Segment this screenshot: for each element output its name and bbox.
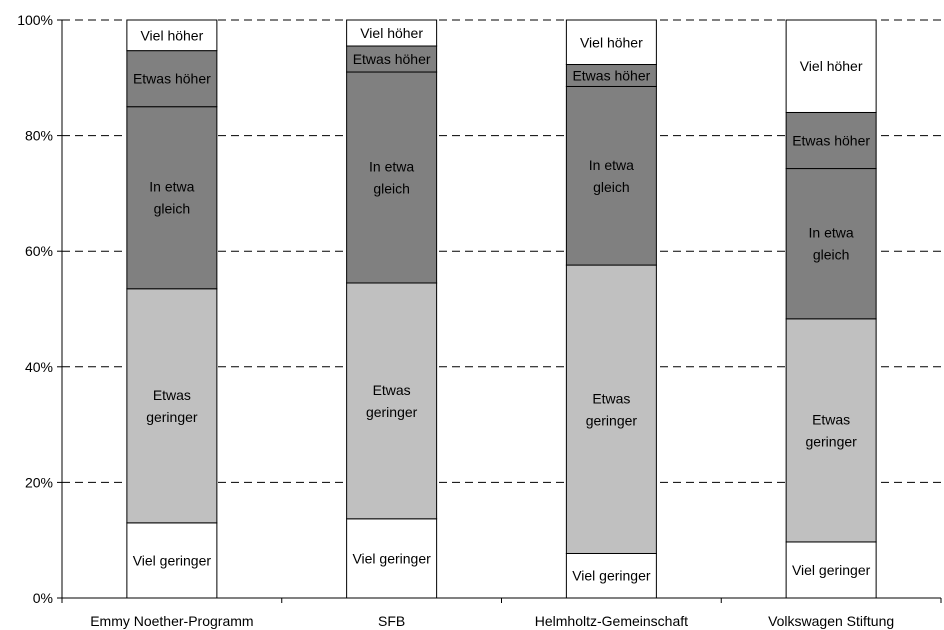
bar-segment [785, 111, 877, 170]
x-tick-label: Volkswagen Stiftung [768, 613, 894, 629]
segment-label: Viel geringer [792, 562, 871, 578]
bar-segment [346, 19, 438, 47]
x-tick-label: Emmy Noether-Programm [90, 613, 253, 629]
segment-label: Etwas geringer [805, 411, 857, 449]
segment-label: Etwas höher [572, 67, 650, 83]
y-tick-label: 100% [17, 12, 53, 28]
x-tick-label: SFB [378, 613, 405, 629]
bar-segment [346, 45, 438, 73]
bar-segment [565, 85, 657, 266]
bar-segment [346, 282, 438, 520]
segment-label: Etwas geringer [366, 382, 418, 420]
bar-segment [565, 19, 657, 66]
bar-segment [565, 264, 657, 554]
y-tick-label: 60% [25, 243, 53, 259]
bar-segment [785, 318, 877, 543]
y-tick-label: 0% [33, 590, 53, 606]
segment-label: In etwa gleich [809, 225, 854, 263]
segment-label: Viel höher [360, 25, 423, 41]
segment-label: Etwas geringer [146, 387, 198, 425]
segment-label: Viel geringer [572, 568, 651, 584]
x-tick-label: Helmholtz-Gemeinschaft [535, 613, 688, 629]
y-tick-label: 20% [25, 474, 53, 490]
segment-label: Etwas höher [133, 71, 211, 87]
bar-segment [126, 288, 218, 524]
segment-label: Viel höher [800, 58, 863, 74]
bar-segment [346, 518, 438, 599]
bar-segment [785, 168, 877, 320]
bar-segment [126, 50, 218, 108]
y-tick-label: 40% [25, 359, 53, 375]
bar-segment [346, 71, 438, 284]
segment-label: In etwa gleich [369, 159, 414, 197]
segment-label: Viel geringer [133, 552, 212, 568]
bar-segment [785, 19, 877, 113]
segment-label: Etwas höher [353, 51, 431, 67]
bar-segment [565, 552, 657, 599]
bar-segment [785, 541, 877, 599]
segment-label: Etwas höher [792, 133, 870, 149]
segment-label: Viel höher [580, 34, 643, 50]
segment-label: In etwa gleich [589, 157, 634, 195]
segment-label: Viel höher [140, 27, 203, 43]
segment-label: Etwas geringer [586, 390, 638, 428]
segment-label: In etwa gleich [149, 179, 194, 217]
y-tick-label: 80% [25, 128, 53, 144]
segment-label: Viel geringer [352, 550, 431, 566]
bar-segment [126, 19, 218, 52]
bar-segment [126, 106, 218, 290]
